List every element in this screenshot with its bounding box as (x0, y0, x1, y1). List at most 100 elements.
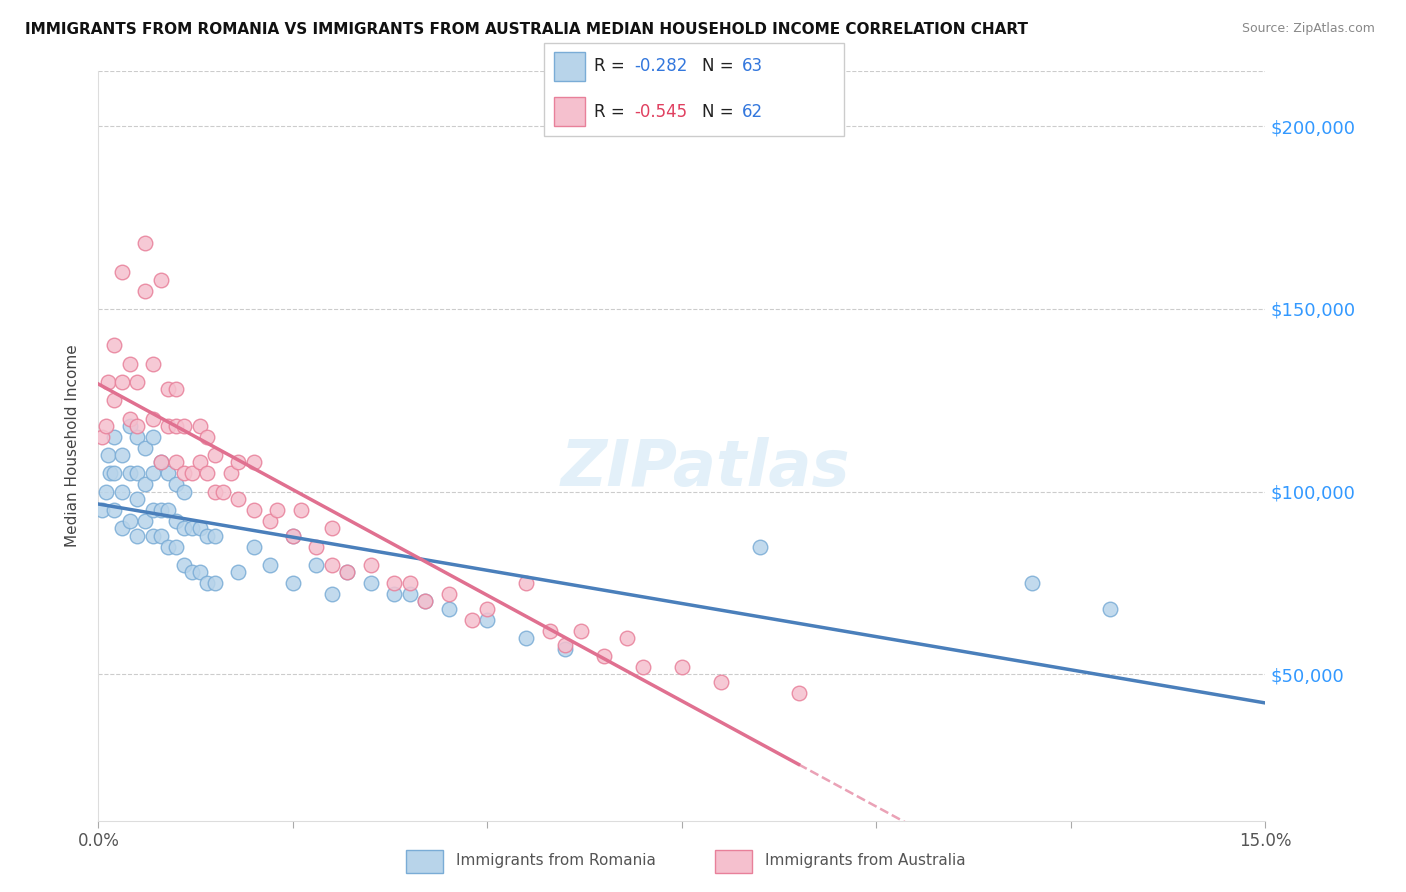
Point (515, 576, 537, 591)
Point (127, 430, 149, 444)
Point (96, 418, 118, 433)
Point (180, 521, 202, 535)
Point (631, 660, 654, 674)
Text: IMMIGRANTS FROM ROMANIA VS IMMIGRANTS FROM AUSTRALIA MEDIAN HOUSEHOLD INCOME COR: IMMIGRANTS FROM ROMANIA VS IMMIGRANTS FR… (25, 22, 1028, 37)
Point (569, 624, 592, 638)
Point (173, 521, 195, 535)
Point (398, 576, 420, 591)
Point (305, 540, 328, 554)
Point (321, 558, 343, 572)
Point (111, 375, 134, 389)
Point (413, 594, 436, 608)
Point (228, 565, 250, 579)
Point (134, 236, 156, 251)
Point (461, 613, 484, 627)
Point (142, 467, 165, 481)
Point (437, 601, 460, 615)
Point (671, 660, 693, 674)
Point (305, 558, 328, 572)
Point (142, 503, 165, 517)
Point (157, 503, 180, 517)
Point (180, 565, 202, 579)
Point (127, 491, 149, 506)
Point (281, 528, 304, 542)
Point (127, 418, 149, 433)
Point (204, 448, 226, 462)
Point (103, 338, 125, 352)
Point (165, 514, 187, 528)
Point (96, 484, 118, 499)
Point (336, 565, 359, 579)
Point (134, 514, 156, 528)
Point (593, 649, 616, 664)
Point (97, 448, 120, 462)
Point (165, 455, 187, 469)
Point (157, 540, 180, 554)
Text: N =: N = (702, 57, 740, 75)
Point (1021, 576, 1043, 591)
Point (142, 430, 165, 444)
Point (321, 587, 343, 601)
Point (538, 624, 561, 638)
Point (173, 558, 195, 572)
FancyBboxPatch shape (544, 43, 845, 136)
Point (149, 528, 172, 542)
Point (437, 587, 460, 601)
Point (360, 558, 382, 572)
Point (173, 418, 195, 433)
Point (98, 467, 121, 481)
Point (103, 467, 125, 481)
Point (321, 521, 343, 535)
Bar (406, 850, 443, 873)
Point (142, 357, 165, 371)
Point (127, 467, 149, 481)
Point (188, 418, 211, 433)
Point (477, 601, 499, 615)
Text: 63: 63 (742, 57, 763, 75)
Text: N =: N = (702, 103, 740, 120)
Point (118, 411, 141, 425)
Text: R =: R = (593, 57, 630, 75)
Point (134, 477, 156, 491)
Point (616, 631, 638, 645)
Point (212, 484, 235, 499)
Point (195, 528, 218, 542)
Point (118, 467, 141, 481)
Point (360, 576, 382, 591)
Point (157, 418, 180, 433)
Point (134, 441, 156, 455)
Bar (554, 52, 585, 81)
Point (290, 503, 312, 517)
Text: 62: 62 (742, 103, 763, 120)
Point (195, 430, 218, 444)
Point (173, 467, 195, 481)
Point (127, 528, 149, 542)
Point (188, 455, 211, 469)
Bar (554, 97, 585, 127)
Point (118, 418, 141, 433)
Text: Immigrants from Australia: Immigrants from Australia (765, 854, 966, 868)
Point (554, 641, 576, 656)
Point (477, 613, 499, 627)
Point (118, 357, 141, 371)
Point (204, 484, 226, 499)
Y-axis label: Median Household Income: Median Household Income (65, 344, 80, 548)
Point (127, 375, 149, 389)
Point (195, 576, 218, 591)
Point (243, 455, 266, 469)
Point (157, 382, 180, 396)
Point (165, 540, 187, 554)
Point (165, 477, 187, 491)
Point (91, 430, 114, 444)
Point (1098, 601, 1121, 615)
Point (111, 484, 134, 499)
Point (180, 467, 202, 481)
Point (142, 528, 165, 542)
Point (259, 514, 281, 528)
Point (157, 467, 180, 481)
Text: Immigrants from Romania: Immigrants from Romania (456, 854, 655, 868)
Text: Source: ZipAtlas.com: Source: ZipAtlas.com (1241, 22, 1375, 36)
Point (103, 393, 125, 408)
Point (91, 503, 114, 517)
Point (748, 540, 770, 554)
